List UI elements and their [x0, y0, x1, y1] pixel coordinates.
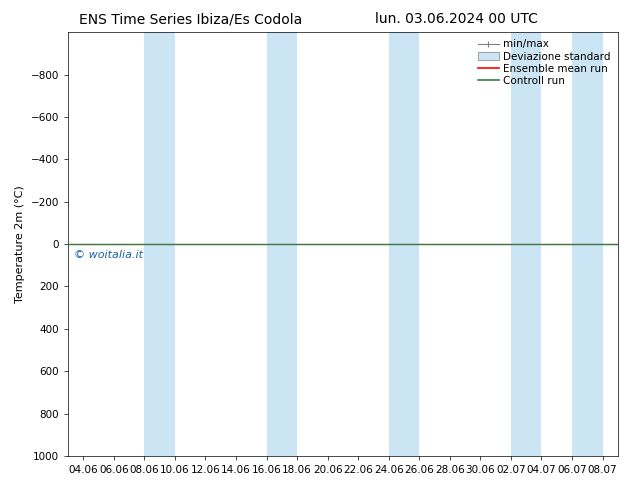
Bar: [572, 32, 602, 456]
Bar: [511, 32, 541, 456]
Bar: [266, 32, 297, 456]
Bar: [145, 32, 175, 456]
Bar: [389, 32, 419, 456]
Legend: min/max, Deviazione standard, Ensemble mean run, Controll run: min/max, Deviazione standard, Ensemble m…: [476, 37, 612, 88]
Text: © woitalia.it: © woitalia.it: [74, 250, 143, 260]
Y-axis label: Temperature 2m (°C): Temperature 2m (°C): [15, 185, 25, 303]
Text: lun. 03.06.2024 00 UTC: lun. 03.06.2024 00 UTC: [375, 12, 538, 26]
Text: ENS Time Series Ibiza/Es Codola: ENS Time Series Ibiza/Es Codola: [79, 12, 302, 26]
Bar: [633, 32, 634, 456]
